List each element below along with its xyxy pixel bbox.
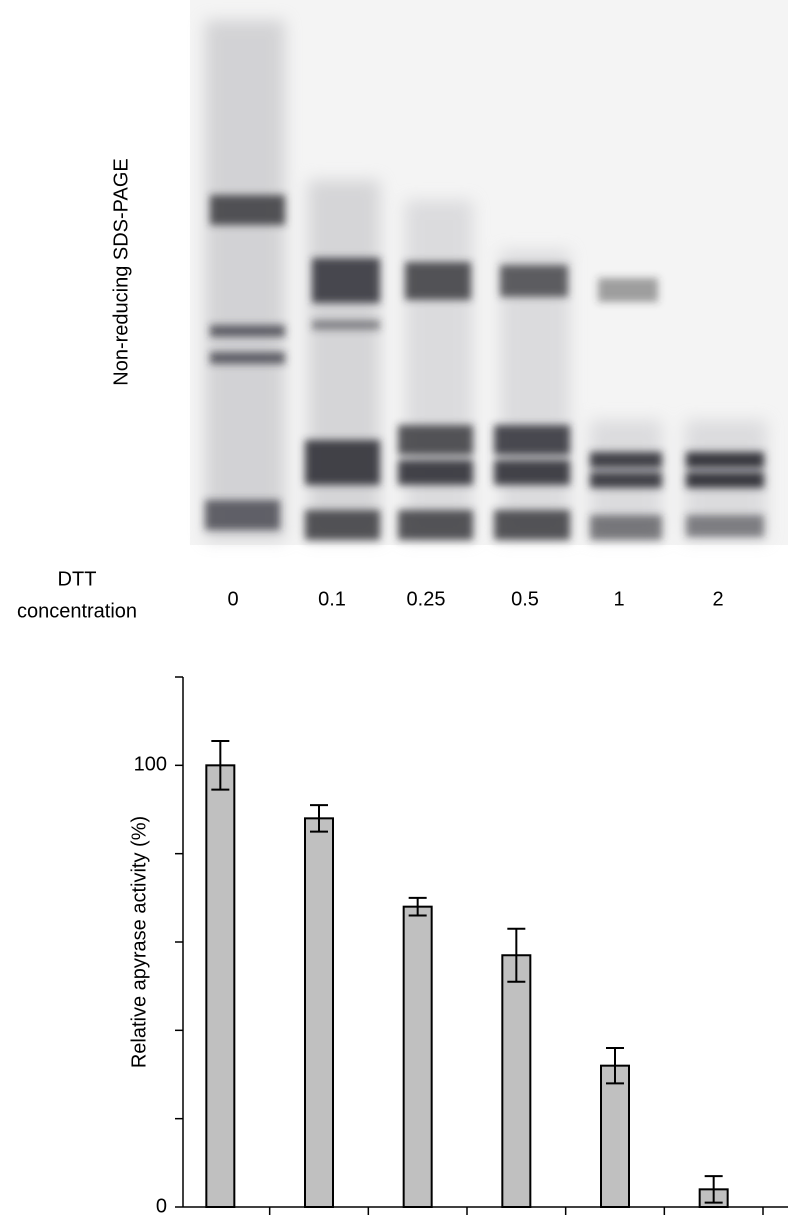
y-tick-label: 0 xyxy=(156,1195,167,1216)
y-axis-label: Relative apyrase activity (%) xyxy=(128,816,150,1068)
bar xyxy=(600,1064,630,1208)
bar xyxy=(501,954,532,1208)
bar xyxy=(402,905,433,1209)
gel-y-label: Non-reducing SDS-PAGE xyxy=(110,158,132,386)
x-tick-label: 0 xyxy=(227,588,238,610)
y-tick-label: 100 xyxy=(134,754,167,776)
x-tick-label: 0.1 xyxy=(318,588,346,610)
x-tick-label: 0.25 xyxy=(407,588,446,610)
x-tick-label: 0.5 xyxy=(511,588,539,610)
bar xyxy=(304,817,334,1208)
x-tick-label: 1 xyxy=(613,588,624,610)
gel-x-label: DTT xyxy=(58,568,97,590)
bar xyxy=(205,764,236,1208)
gel-x-label: concentration xyxy=(17,600,137,622)
x-tick-label: 2 xyxy=(712,588,723,610)
gel-image xyxy=(190,0,788,545)
